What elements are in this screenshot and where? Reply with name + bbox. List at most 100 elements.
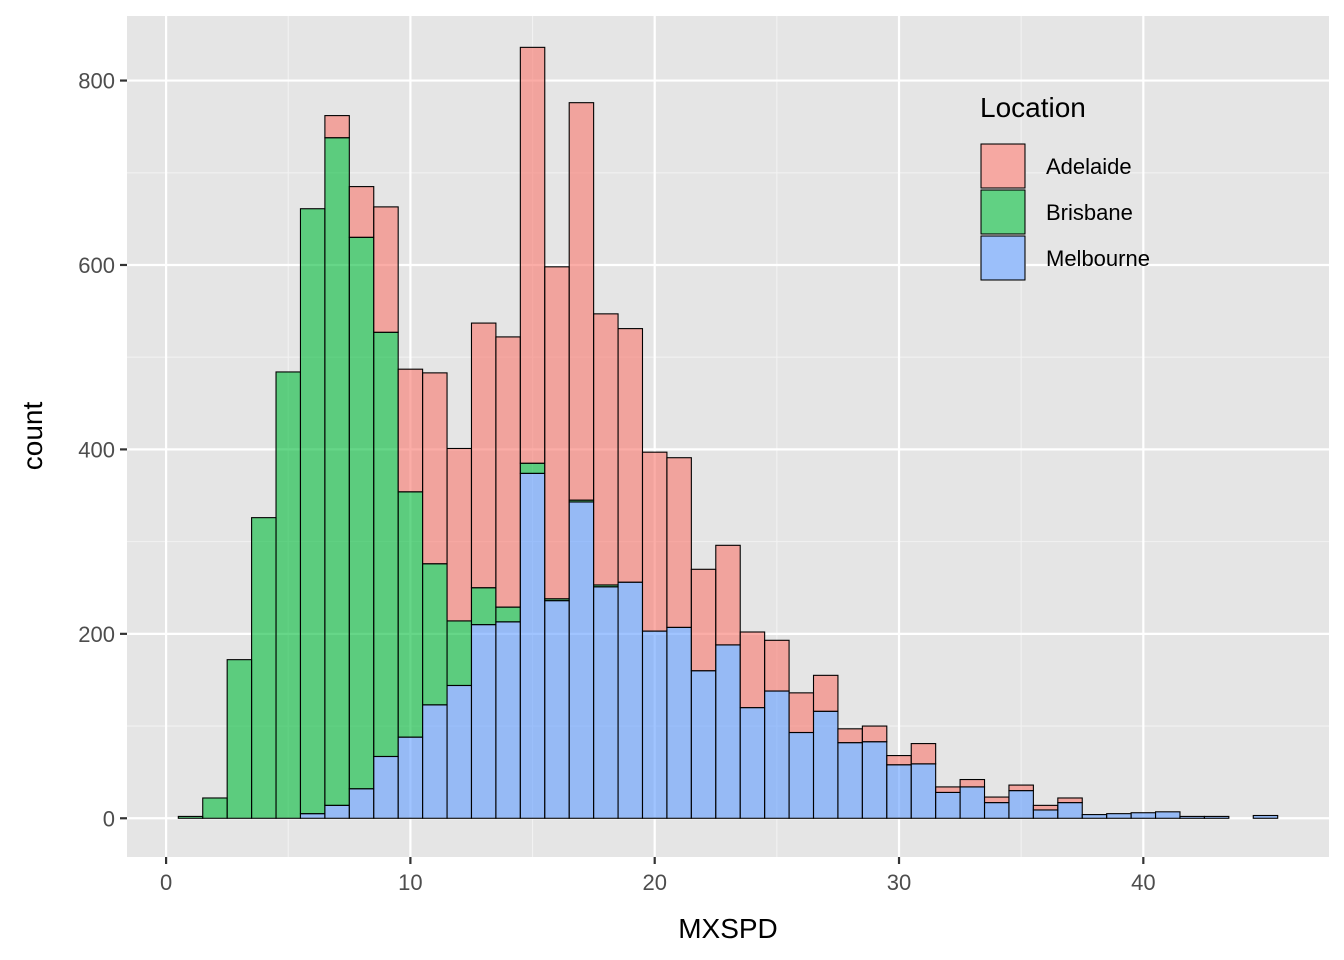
legend-swatch-adelaide	[980, 143, 1026, 189]
x-tick-label: 20	[642, 870, 666, 895]
legend: Location Adelaide Brisbane Melbourne	[980, 92, 1150, 281]
bar-adelaide-bin-35	[1032, 804, 1059, 811]
bar-melbourne-bin-18	[617, 581, 644, 819]
y-axis-title: count	[17, 402, 48, 471]
bar-melbourne-bin-28	[861, 741, 888, 819]
bar-brisbane-bin-8	[373, 331, 399, 758]
bar-melbourne-bin-7	[348, 788, 375, 819]
x-tick-label: 10	[398, 870, 422, 895]
bar-melbourne-bin-10	[422, 704, 448, 819]
bar-adelaide-bin-20	[666, 457, 692, 628]
bar-melbourne-bin-35	[1032, 809, 1059, 819]
bar-adelaide-bin-9	[397, 368, 424, 493]
bar-brisbane-bin-3	[251, 517, 277, 819]
y-tick-label: 0	[103, 806, 115, 831]
bar-melbourne-bin-44	[1252, 814, 1279, 819]
y-tick-label: 200	[78, 622, 115, 647]
bar-melbourne-bin-24	[764, 690, 790, 819]
bar-melbourne-bin-37	[1081, 814, 1108, 819]
bar-brisbane-bin-13	[495, 606, 521, 623]
bar-adelaide-bin-6	[324, 115, 350, 139]
bar-adelaide-bin-14	[519, 46, 546, 464]
y-tick-label: 800	[78, 69, 115, 94]
bar-brisbane-bin-2	[226, 659, 253, 819]
x-tick-label: 40	[1131, 870, 1155, 895]
bar-adelaide-bin-18	[617, 328, 644, 583]
bar-melbourne-bin-16	[568, 501, 595, 819]
bar-adelaide-bin-12	[470, 322, 497, 589]
bar-brisbane-bin-5	[299, 208, 326, 815]
bar-adelaide-bin-33	[983, 796, 1010, 804]
bar-melbourne-bin-20	[666, 626, 692, 819]
bar-adelaide-bin-16	[568, 102, 595, 501]
legend-label-brisbane: Brisbane	[1046, 200, 1133, 225]
bar-melbourne-bin-6	[324, 804, 350, 819]
bar-melbourne-bin-33	[983, 802, 1010, 819]
bar-brisbane-bin-9	[397, 491, 424, 738]
bar-brisbane-bin-7	[348, 236, 375, 790]
y-tick-label: 400	[78, 437, 115, 462]
bar-adelaide-bin-29	[886, 755, 912, 766]
legend-swatch-brisbane	[980, 189, 1026, 235]
bar-adelaide-bin-34	[1008, 784, 1034, 792]
bar-adelaide-bin-23	[739, 631, 766, 709]
bar-melbourne-bin-15	[544, 600, 570, 819]
bar-melbourne-bin-13	[495, 621, 521, 819]
bar-melbourne-bin-41	[1179, 815, 1205, 819]
bar-adelaide-bin-11	[446, 447, 473, 622]
bar-adelaide-bin-26	[812, 674, 839, 712]
histogram-bars	[177, 46, 1279, 819]
bar-brisbane-bin-6	[324, 137, 350, 806]
bar-melbourne-bin-17	[593, 586, 619, 819]
legend-label-melbourne: Melbourne	[1046, 246, 1150, 271]
bar-melbourne-bin-5	[299, 813, 326, 819]
bar-melbourne-bin-21	[690, 670, 717, 819]
bar-adelaide-bin-17	[593, 313, 619, 586]
legend-label-adelaide: Adelaide	[1046, 154, 1132, 179]
bar-melbourne-bin-38	[1106, 813, 1132, 819]
bar-melbourne-bin-9	[397, 736, 424, 819]
bar-melbourne-bin-34	[1008, 790, 1034, 819]
bar-melbourne-bin-27	[837, 742, 863, 819]
bar-melbourne-bin-14	[519, 472, 546, 819]
bar-brisbane-bin-4	[275, 371, 302, 819]
bar-melbourne-bin-30	[910, 763, 937, 819]
bar-adelaide-bin-8	[373, 206, 399, 333]
bar-brisbane-bin-12	[470, 587, 497, 626]
x-axis: 0 10 20 30 40	[160, 857, 1156, 895]
bar-adelaide-bin-7	[348, 186, 375, 238]
bar-melbourne-bin-42	[1203, 815, 1230, 819]
x-tick-label: 0	[160, 870, 172, 895]
bar-brisbane-bin-11	[446, 620, 473, 687]
bar-adelaide-bin-32	[959, 778, 986, 788]
bar-brisbane-bin-1	[202, 797, 228, 819]
bar-melbourne-bin-32	[959, 786, 986, 819]
bar-adelaide-bin-24	[764, 639, 790, 692]
bar-adelaide-bin-25	[788, 692, 815, 734]
bar-melbourne-bin-39	[1130, 812, 1157, 819]
bar-melbourne-bin-40	[1154, 811, 1181, 819]
bar-adelaide-bin-28	[861, 725, 888, 743]
bar-melbourne-bin-12	[470, 624, 497, 819]
bar-melbourne-bin-11	[446, 684, 473, 819]
bar-melbourne-bin-31	[935, 791, 961, 819]
bar-adelaide-bin-13	[495, 336, 521, 608]
bar-adelaide-bin-36	[1057, 797, 1083, 804]
bar-brisbane-bin-0	[177, 815, 204, 819]
bar-adelaide-bin-31	[935, 786, 961, 793]
bar-melbourne-bin-23	[739, 707, 766, 819]
bar-melbourne-bin-8	[373, 755, 399, 819]
y-axis: 0 200 400 600 800	[78, 69, 127, 831]
bar-melbourne-bin-25	[788, 731, 815, 819]
bar-adelaide-bin-30	[910, 743, 937, 765]
bar-adelaide-bin-15	[544, 266, 570, 600]
legend-swatch-melbourne	[980, 235, 1026, 281]
bar-melbourne-bin-26	[812, 710, 839, 819]
legend-title: Location	[980, 92, 1086, 123]
bar-melbourne-bin-22	[715, 644, 741, 819]
bar-adelaide-bin-27	[837, 728, 863, 744]
x-axis-title: MXSPD	[678, 913, 778, 944]
bar-melbourne-bin-36	[1057, 802, 1083, 819]
y-tick-label: 600	[78, 253, 115, 278]
